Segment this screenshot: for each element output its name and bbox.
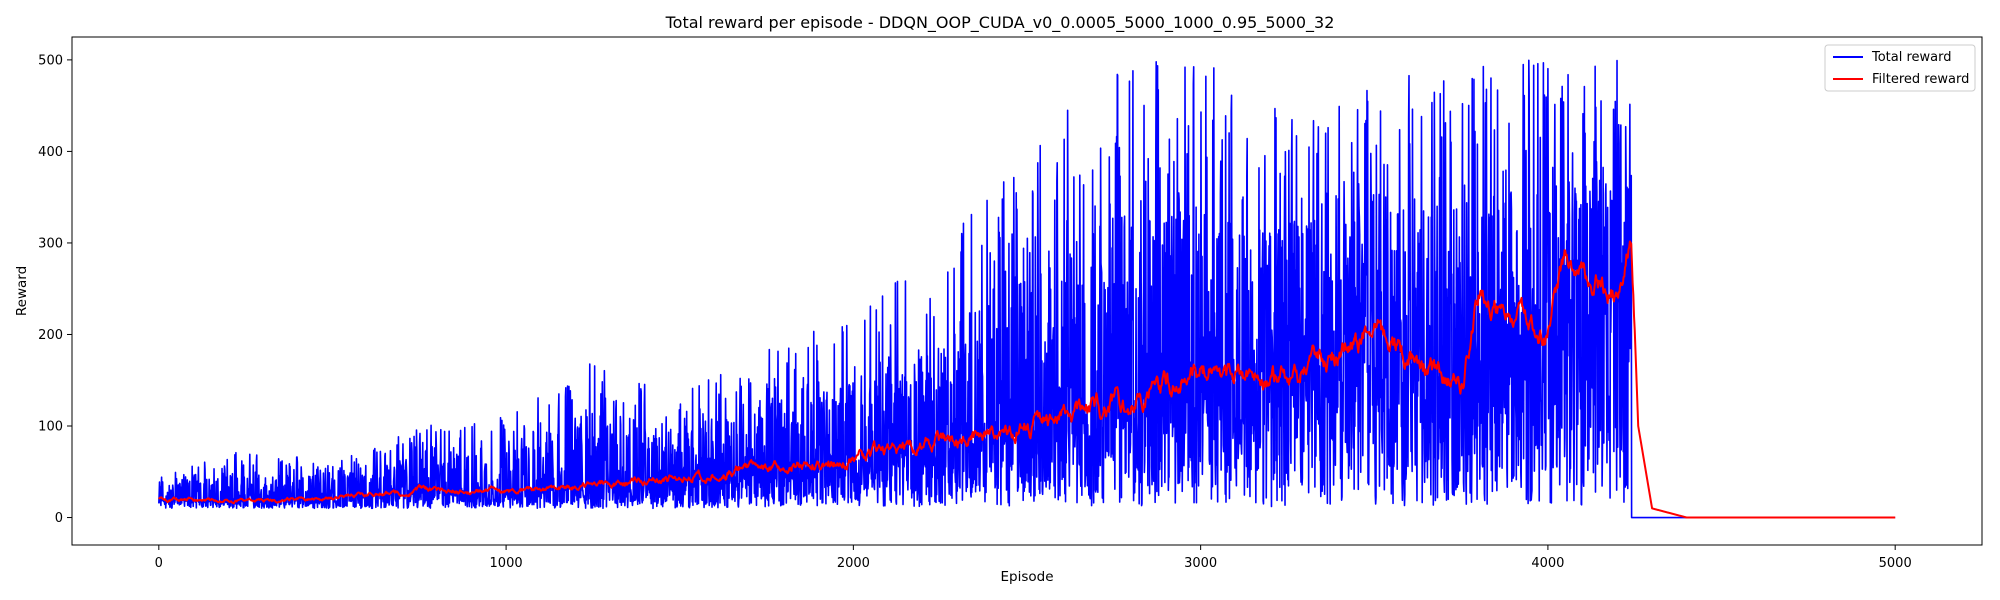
legend-filtered-label: Filtered reward xyxy=(1872,72,1969,87)
x-tick-label: 3000 xyxy=(1184,556,1217,571)
plot-area xyxy=(71,36,1983,546)
y-tick-label: 0 xyxy=(55,511,63,526)
x-tick-label: 4000 xyxy=(1531,556,1564,571)
y-axis: 0 100 200 300 400 500 xyxy=(38,53,72,526)
x-axis-label: Episode xyxy=(1000,569,1053,585)
x-tick-label: 0 xyxy=(155,556,163,571)
plot-frame xyxy=(71,36,1983,546)
y-tick-label: 400 xyxy=(38,145,63,160)
y-tick-label: 300 xyxy=(38,236,63,251)
y-tick-label: 100 xyxy=(38,420,63,435)
x-axis: 0 1000 2000 3000 4000 5000 xyxy=(155,545,1912,571)
chart-title: Total reward per episode - DDQN_OOP_CUDA… xyxy=(665,13,1335,33)
x-tick-label: 1000 xyxy=(490,556,523,571)
legend: Total reward Filtered reward xyxy=(1824,44,1976,92)
filtered-reward-line xyxy=(158,240,1896,519)
y-tick-label: 200 xyxy=(38,328,63,343)
total-reward-line xyxy=(158,59,1896,519)
total-reward-series xyxy=(158,59,1896,519)
filtered-reward-series xyxy=(158,240,1896,519)
legend-total-label: Total reward xyxy=(1871,50,1952,65)
y-tick-label: 500 xyxy=(38,53,63,68)
x-tick-label: 5000 xyxy=(1879,556,1912,571)
y-axis-label: Reward xyxy=(14,266,30,316)
x-tick-label: 2000 xyxy=(837,556,870,571)
